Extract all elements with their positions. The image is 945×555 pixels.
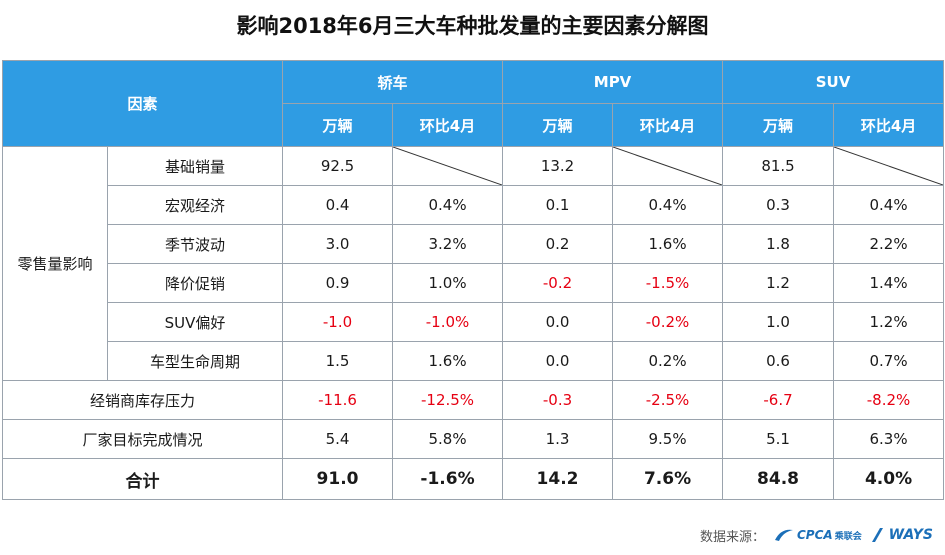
value-cell: 0.2% <box>612 341 724 381</box>
value-cell: -2.5% <box>612 380 724 420</box>
ways-logo-text: WAYS <box>888 527 933 543</box>
value-cell: 0.4 <box>282 185 394 225</box>
header-mom: 环比4月 <box>833 103 945 147</box>
total-value-cell: 91.0 <box>282 458 394 500</box>
header-mom: 环比4月 <box>612 103 724 147</box>
row-label: 降价促销 <box>106 263 284 303</box>
value-cell: 9.5% <box>612 419 724 459</box>
value-cell: 1.5 <box>282 341 394 381</box>
value-cell: 3.0 <box>282 224 394 264</box>
diagonal-empty-cell <box>392 146 504 186</box>
cpca-logo: CPCA 乘联会 <box>773 526 862 544</box>
cpca-logo-sub: 乘联会 <box>834 531 862 542</box>
value-cell: 81.5 <box>722 146 835 186</box>
value-cell: 1.2% <box>833 302 945 342</box>
value-cell: 0.9 <box>282 263 394 303</box>
total-value-cell: 4.0% <box>833 458 945 500</box>
value-cell: 92.5 <box>282 146 394 186</box>
value-cell: -1.5% <box>612 263 724 303</box>
value-cell: 2.2% <box>833 224 945 264</box>
source-label: 数据来源： <box>699 529 765 545</box>
value-cell: 0.4% <box>612 185 724 225</box>
header-group-sedan: 轿车 <box>282 60 504 104</box>
value-cell: 0.6 <box>722 341 835 381</box>
value-cell: -11.6 <box>282 380 394 420</box>
table-row: SUV偏好 -1.0 -1.0% 0.0 -0.2% 1.0 1.2% <box>3 302 945 342</box>
footer: 数据来源： CPCA 乘联会 WAYS <box>700 523 933 547</box>
header-factor: 因素 <box>1 60 284 147</box>
row-label: 车型生命周期 <box>106 341 284 381</box>
value-cell: 1.6% <box>392 341 504 381</box>
cpca-logo-text: CPCA <box>797 528 833 542</box>
value-cell: 0.7% <box>833 341 945 381</box>
header-units: 万辆 <box>282 103 394 147</box>
header-group-mpv: MPV <box>502 60 724 104</box>
value-cell: 0.2 <box>502 224 614 264</box>
value-cell: 1.2 <box>722 263 835 303</box>
value-cell: 0.0 <box>502 302 614 342</box>
value-cell: 3.2% <box>392 224 504 264</box>
value-cell: 1.6% <box>612 224 724 264</box>
table-row: 季节波动 3.0 3.2% 0.2 1.6% 1.8 2.2% <box>3 224 945 264</box>
value-cell: 5.1 <box>722 419 835 459</box>
row-label: 经销商库存压力 <box>1 380 284 420</box>
total-label: 合计 <box>1 458 284 500</box>
header-units: 万辆 <box>722 103 835 147</box>
value-cell: 0.4% <box>392 185 504 225</box>
value-cell: -8.2% <box>833 380 945 420</box>
value-cell: -0.2 <box>502 263 614 303</box>
value-cell: 0.1 <box>502 185 614 225</box>
value-cell: 0.0 <box>502 341 614 381</box>
total-row: 合计 91.0 -1.6% 14.2 7.6% 84.8 4.0% <box>1 458 945 500</box>
total-value-cell: -1.6% <box>392 458 504 500</box>
diagonal-empty-cell <box>612 146 724 186</box>
table-row: 车型生命周期 1.5 1.6% 0.0 0.2% 0.6 0.7% <box>3 341 945 381</box>
total-value-cell: 84.8 <box>722 458 835 500</box>
value-cell: 1.0% <box>392 263 504 303</box>
total-value-cell: 7.6% <box>612 458 724 500</box>
total-value-cell: 14.2 <box>502 458 614 500</box>
value-cell: -0.3 <box>502 380 614 420</box>
diagonal-empty-cell <box>833 146 945 186</box>
value-cell: 5.8% <box>392 419 504 459</box>
value-cell: 1.3 <box>502 419 614 459</box>
header-group-suv: SUV <box>722 60 945 104</box>
factor-table: 因素 轿车 MPV SUV 万辆 环比4月 万辆 环比4月 万辆 环比4月 零售… <box>1 60 945 500</box>
table-row: 零售量影响 基础销量 92.5 13.2 81.5 <box>2 146 945 381</box>
row-label: SUV偏好 <box>106 302 284 342</box>
table-row: 厂家目标完成情况 5.4 5.8% 1.3 9.5% 5.1 6.3% <box>1 419 945 459</box>
value-cell: -1.0% <box>392 302 504 342</box>
value-cell: 1.8 <box>722 224 835 264</box>
value-cell: -12.5% <box>392 380 504 420</box>
value-cell: 5.4 <box>282 419 394 459</box>
row-label: 基础销量 <box>106 146 284 186</box>
header-mom: 环比4月 <box>392 103 504 147</box>
header-units: 万辆 <box>502 103 614 147</box>
value-cell: 1.0 <box>722 302 835 342</box>
table-row: 宏观经济 0.4 0.4% 0.1 0.4% 0.3 0.4% <box>3 185 945 225</box>
table-row: 降价促销 0.9 1.0% -0.2 -1.5% 1.2 1.4% <box>3 263 945 303</box>
cpca-swoosh-icon <box>775 529 793 541</box>
value-cell: 1.4% <box>833 263 945 303</box>
value-cell: 13.2 <box>502 146 614 186</box>
group-label-retail-impact: 零售量影响 <box>2 146 108 381</box>
row-label: 宏观经济 <box>106 185 284 225</box>
table-row: 经销商库存压力 -11.6 -12.5% -0.3 -2.5% -6.7 -8.2% <box>1 380 945 420</box>
ways-slash-icon <box>871 528 883 542</box>
value-cell: 6.3% <box>833 419 945 459</box>
ways-logo: WAYS <box>870 527 933 543</box>
page-title: 影响2018年6月三大车种批发量的主要因素分解图 <box>236 14 709 38</box>
row-label: 厂家目标完成情况 <box>1 419 284 459</box>
value-cell: 0.3 <box>722 185 835 225</box>
row-label: 季节波动 <box>106 224 284 264</box>
value-cell: -1.0 <box>282 302 394 342</box>
value-cell: 0.4% <box>833 185 945 225</box>
value-cell: -0.2% <box>612 302 724 342</box>
value-cell: -6.7 <box>722 380 835 420</box>
